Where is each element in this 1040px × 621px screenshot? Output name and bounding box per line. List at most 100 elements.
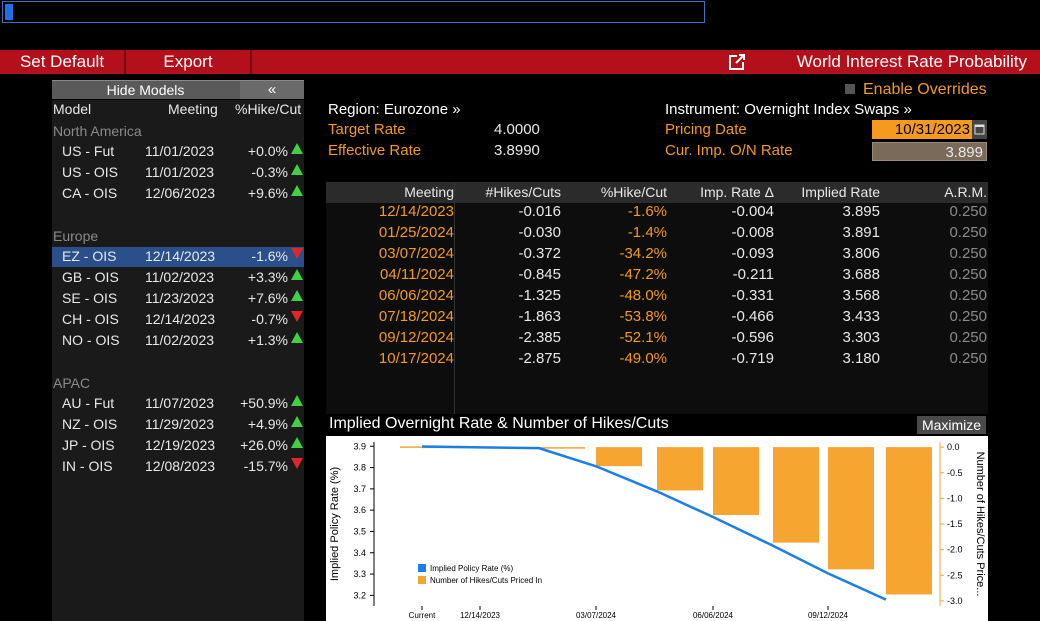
instrument-selector[interactable]: Instrument: Overnight Index Swaps » [665, 101, 912, 118]
models-panel [52, 100, 304, 621]
down-arrow-icon [291, 458, 303, 469]
model-row[interactable]: CA - OIS 12/06/2023 +9.6% [52, 184, 304, 204]
meeting-date: 11/02/2023 [145, 269, 215, 285]
model-row[interactable]: AU - Fut 11/07/2023 +50.9% [52, 394, 304, 414]
cur-imp-rate-input[interactable]: 3.899 [872, 142, 987, 161]
arm-header[interactable]: A.R.M. [944, 184, 987, 200]
command-line-input[interactable] [2, 1, 705, 23]
enable-overrides-label[interactable]: Enable Overrides [863, 81, 987, 98]
model-name: US - OIS [62, 164, 119, 180]
window-title: World Interest Rate Probability [796, 52, 1027, 71]
implied-rate-cell: 3.180 [842, 350, 880, 367]
hikes-cuts-cell: -2.875 [518, 350, 561, 367]
model-row[interactable]: US - OIS 11/01/2023 -0.3% [52, 163, 304, 183]
implied-rate-line [421, 445, 887, 601]
model-row[interactable]: EZ - OIS 12/14/2023 -1.6% [52, 247, 304, 267]
implied-rate-cell: 3.688 [842, 266, 880, 283]
down-arrow-icon [291, 248, 303, 259]
y2-tick-label: -3.0 [947, 596, 963, 606]
meeting-date: 12/06/2023 [145, 185, 216, 201]
set-default-button[interactable]: Set Default [0, 50, 126, 74]
models-panel-header: Hide Models « [52, 80, 304, 99]
calendar-icon[interactable] [972, 120, 987, 139]
pct-cell: -47.2% [619, 266, 667, 283]
implied-rate-header[interactable]: Implied Rate [801, 184, 880, 200]
meeting-cell: 07/18/2024 [378, 308, 454, 325]
pct-cell: -53.8% [619, 308, 667, 325]
target-rate-label: Target Rate [328, 121, 406, 138]
meeting-date: 11/23/2023 [145, 290, 215, 306]
collapse-panel-button[interactable]: « [240, 81, 304, 99]
hikes-cuts-bar [773, 447, 819, 543]
implied-rate-cell: 3.806 [842, 245, 880, 262]
model-row[interactable]: US - Fut 11/01/2023 +0.0% [52, 142, 304, 162]
pct-hike-cut: +1.3% [247, 332, 288, 348]
model-row[interactable]: NZ - OIS 11/29/2023 +4.9% [52, 415, 304, 435]
meeting-date: 11/07/2023 [145, 395, 215, 411]
pct-column-header[interactable]: %Hike/Cut [235, 101, 302, 117]
model-row[interactable]: JP - OIS 12/19/2023 +26.0% [52, 436, 304, 456]
model-column-header[interactable]: Model [53, 101, 92, 117]
imp-rate-delta-cell: -0.719 [731, 350, 774, 367]
y2-tick-label: -1.5 [947, 519, 963, 529]
model-row[interactable]: IN - OIS 12/08/2023 -15.7% [52, 457, 304, 477]
arm-cell: 0.250 [949, 245, 987, 262]
meeting-date: 12/08/2023 [145, 458, 216, 474]
x-tick-label: Current [409, 611, 436, 620]
hikes-cuts-header[interactable]: #Hikes/Cuts [485, 184, 561, 200]
meeting-column-header[interactable]: Meeting [168, 101, 218, 117]
export-button[interactable]: Export [126, 50, 252, 74]
hikes-cuts-bar [828, 447, 874, 570]
pricing-date-input[interactable]: 10/31/2023 [872, 120, 972, 139]
effective-rate-label: Effective Rate [328, 142, 422, 159]
column-divider [454, 182, 455, 414]
implied-rate-cell: 3.303 [842, 329, 880, 346]
pct-hike-cut-header[interactable]: %Hike/Cut [600, 184, 667, 200]
model-row[interactable]: NO - OIS 11/02/2023 +1.3% [52, 331, 304, 351]
implied-rate-cell: 3.891 [842, 224, 880, 241]
y-tick-label: 3.8 [353, 463, 366, 473]
hikes-cuts-cell: -1.325 [518, 287, 561, 304]
probability-table [326, 182, 988, 414]
up-arrow-icon [291, 395, 303, 406]
pct-hike-cut: +26.0% [240, 437, 288, 453]
y2-axis-label: Number of Hikes/Cuts Price... [974, 452, 986, 597]
y2-tick-label: -2.0 [947, 545, 963, 555]
enable-overrides-checkbox[interactable] [845, 84, 855, 94]
y2-tick-label: -1.0 [947, 493, 963, 503]
maximize-button[interactable]: Maximize [917, 416, 986, 434]
model-row[interactable]: GB - OIS 11/02/2023 +3.3% [52, 268, 304, 288]
model-name: EZ - OIS [62, 248, 117, 264]
meeting-date: 12/14/2023 [145, 248, 216, 264]
group-label: North America [53, 123, 142, 139]
model-name: NO - OIS [62, 332, 120, 348]
legend-swatch-bars [418, 576, 426, 584]
y-tick-label: 3.3 [353, 569, 366, 579]
hikes-cuts-cell: -0.372 [518, 245, 561, 262]
pct-hike-cut: -1.6% [251, 248, 288, 264]
x-tick-label: 06/06/2024 [693, 611, 734, 620]
imp-rate-delta-cell: -0.596 [731, 329, 774, 346]
legend-label-bars: Number of Hikes/Cuts Priced In [430, 576, 542, 585]
meeting-header[interactable]: Meeting [404, 184, 454, 200]
pct-hike-cut: +9.6% [247, 185, 288, 201]
imp-rate-delta-header[interactable]: Imp. Rate Δ [700, 184, 774, 200]
model-row[interactable]: SE - OIS 11/23/2023 +7.6% [52, 289, 304, 309]
x-tick-label: 12/14/2023 [460, 611, 501, 620]
pct-hike-cut: +4.9% [247, 416, 288, 432]
hide-models-button[interactable]: Hide Models [106, 82, 185, 98]
meeting-cell: 04/11/2024 [380, 266, 454, 283]
up-arrow-icon [291, 143, 303, 154]
model-row[interactable]: CH - OIS 12/14/2023 -0.7% [52, 310, 304, 330]
pct-cell: -49.0% [619, 350, 667, 367]
arm-cell: 0.250 [949, 203, 987, 220]
region-selector[interactable]: Region: Eurozone » [328, 101, 461, 118]
launch-window-icon[interactable] [728, 53, 746, 71]
meeting-date: 11/02/2023 [145, 332, 215, 348]
rate-chart[interactable]: 3.2 3.3 3.4 3.5 3.6 3.7 3.8 3.9 0.0 -0.5 -1.0 -1.5 -… [326, 436, 988, 621]
pct-cell: -34.2% [619, 245, 667, 262]
up-arrow-icon [291, 269, 303, 280]
meeting-cell: 12/14/2023 [378, 203, 454, 220]
pct-hike-cut: -0.3% [251, 164, 288, 180]
pct-cell: -52.1% [619, 329, 667, 346]
